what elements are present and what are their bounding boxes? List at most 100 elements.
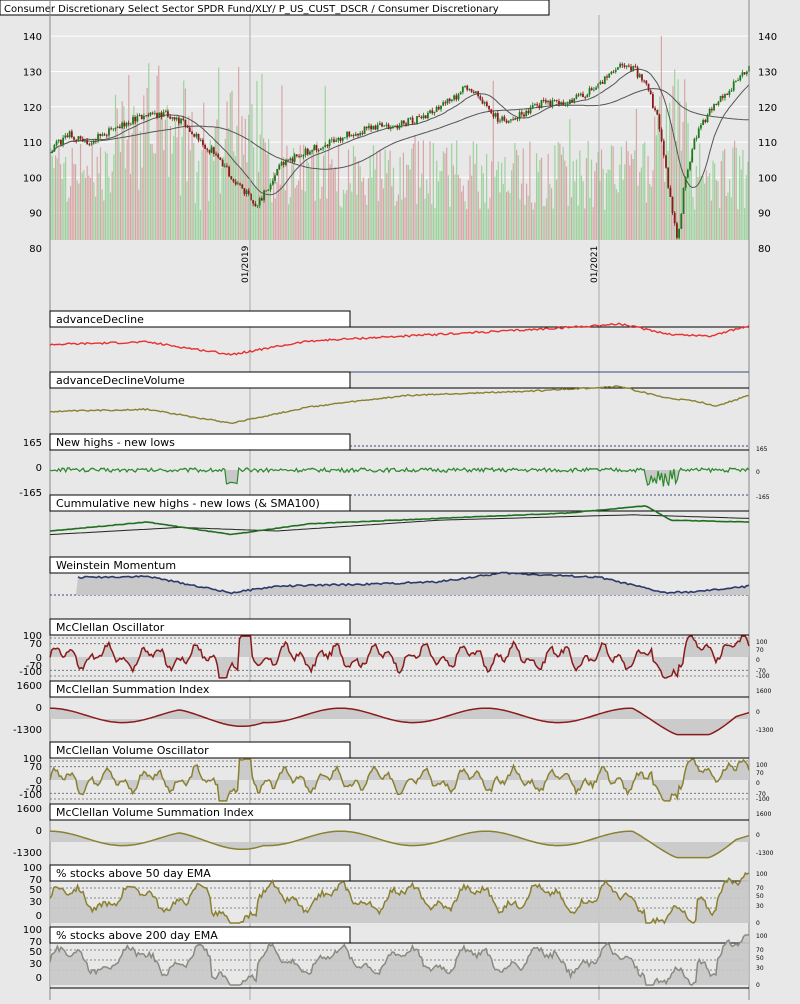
candle-body bbox=[129, 123, 132, 125]
volume-bar bbox=[183, 80, 185, 240]
candle-body bbox=[210, 147, 213, 153]
volume-bar bbox=[276, 181, 278, 240]
candle-body bbox=[162, 112, 165, 117]
volume-bar bbox=[158, 65, 160, 240]
volume-bar bbox=[705, 170, 707, 240]
candle-body bbox=[724, 94, 726, 98]
candle-body bbox=[636, 67, 639, 78]
candle-body bbox=[601, 81, 604, 84]
candle-body bbox=[595, 87, 597, 90]
candle-body bbox=[394, 125, 397, 127]
volume-bar bbox=[504, 156, 506, 240]
volume-bar bbox=[254, 187, 256, 240]
volume-bar bbox=[58, 147, 60, 240]
volume-bar bbox=[339, 205, 341, 240]
volume-bar bbox=[742, 149, 744, 240]
candle-body bbox=[481, 99, 484, 104]
candle-body bbox=[357, 133, 359, 136]
volume-bar bbox=[74, 164, 77, 240]
volume-bar bbox=[501, 162, 503, 240]
candle-body bbox=[455, 95, 458, 100]
candle-body bbox=[330, 139, 333, 141]
candle-body bbox=[62, 137, 65, 145]
volume-bar bbox=[529, 141, 531, 240]
volume-bar bbox=[487, 208, 489, 240]
candle-body bbox=[686, 169, 689, 178]
volume-bar bbox=[203, 102, 205, 241]
weinstein-line bbox=[77, 571, 750, 595]
candle-body bbox=[245, 190, 248, 195]
volume-bar bbox=[471, 175, 473, 240]
volume-bar bbox=[662, 145, 664, 240]
nhnl-y-tick: -165 bbox=[19, 488, 42, 499]
candle-body bbox=[678, 228, 680, 238]
candle-body bbox=[121, 122, 123, 129]
candle-body bbox=[496, 113, 499, 122]
volume-bar bbox=[256, 80, 258, 240]
pct-y-tick-right: 30 bbox=[756, 903, 764, 910]
candle-body bbox=[457, 94, 460, 100]
candle-body bbox=[359, 133, 362, 136]
volume-bar bbox=[223, 156, 225, 240]
volume-bar bbox=[273, 172, 275, 240]
volume-bar bbox=[444, 153, 446, 240]
candle-body bbox=[180, 118, 182, 124]
volume-bar bbox=[362, 177, 365, 240]
candle-body bbox=[568, 99, 571, 104]
volume-bar bbox=[402, 152, 405, 240]
candle-body bbox=[232, 179, 235, 182]
volume-bar bbox=[489, 197, 491, 240]
candle-body bbox=[326, 144, 329, 146]
volume-bar bbox=[173, 135, 175, 240]
osc-y-tick-right: 0 bbox=[756, 657, 760, 664]
candle-body bbox=[599, 81, 602, 84]
sum-y-tick-right: 0 bbox=[756, 709, 760, 716]
candle-body bbox=[289, 158, 292, 161]
volume-bar bbox=[193, 142, 195, 240]
candle-body bbox=[520, 112, 523, 115]
volume-bar bbox=[139, 131, 142, 240]
price-y-tick-right: 100 bbox=[758, 173, 777, 184]
volume-bar bbox=[494, 176, 496, 240]
candle-body bbox=[510, 119, 512, 121]
price-y-tick: 140 bbox=[23, 32, 42, 43]
volume-bar bbox=[456, 140, 458, 240]
candle-body bbox=[376, 124, 379, 130]
candle-body bbox=[195, 133, 198, 137]
osc-y-tick-right: 70 bbox=[756, 647, 764, 654]
sum-y-tick: 1600 bbox=[17, 804, 42, 815]
volume-bar bbox=[154, 153, 157, 240]
candle-body bbox=[549, 100, 552, 106]
volume-bar bbox=[441, 170, 443, 240]
candle-body bbox=[405, 123, 407, 126]
candle-body bbox=[217, 154, 220, 158]
candle-body bbox=[191, 131, 193, 135]
panel-title-box bbox=[49, 433, 351, 451]
volume-bar bbox=[84, 177, 87, 240]
candle-body bbox=[671, 196, 674, 213]
nhnl-y-tick-right: -165 bbox=[756, 494, 770, 501]
candle-body bbox=[274, 175, 276, 181]
volume-bar bbox=[655, 135, 657, 240]
candle-body bbox=[73, 137, 75, 140]
candle-body bbox=[313, 145, 316, 151]
candle-body bbox=[101, 134, 104, 136]
volume-bar bbox=[432, 142, 434, 240]
volume-bar bbox=[103, 200, 105, 240]
candle-body bbox=[525, 110, 528, 117]
volume-bar bbox=[297, 180, 300, 240]
volume-bar bbox=[654, 116, 656, 240]
volume-bar bbox=[96, 156, 98, 240]
volume-bar bbox=[724, 149, 726, 240]
candle-body bbox=[108, 128, 110, 136]
candle-body bbox=[337, 138, 340, 141]
volume-bar bbox=[164, 119, 167, 240]
candle-body bbox=[732, 81, 735, 91]
volume-bar bbox=[447, 175, 449, 240]
candle-body bbox=[361, 133, 364, 135]
volume-bar bbox=[627, 151, 629, 240]
volume-bar bbox=[537, 171, 539, 240]
volume-bar bbox=[682, 121, 684, 240]
panel-title-box bbox=[49, 926, 351, 944]
